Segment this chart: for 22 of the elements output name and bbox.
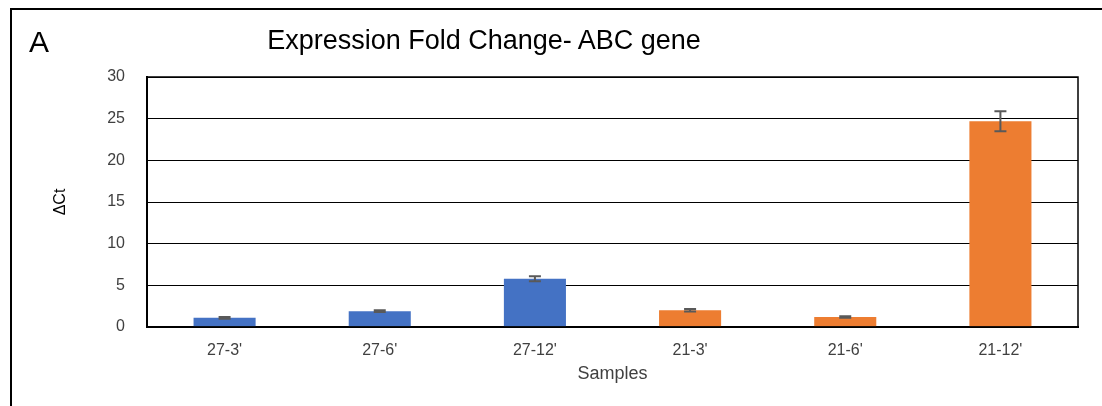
x-tick-label: 27-6' <box>362 341 398 359</box>
x-tick-label: 27-12' <box>512 341 557 359</box>
x-tick-label: 21-3' <box>672 341 708 359</box>
bar <box>348 311 411 327</box>
text: A <box>29 25 50 59</box>
chart-title: Expression Fold Change- ABC gene <box>267 25 701 56</box>
y-tick-label: 5 <box>116 275 126 293</box>
bar <box>814 317 877 327</box>
x-tick-label: 21-12' <box>978 341 1023 359</box>
bar <box>503 278 566 327</box>
y-axis-title: ΔCt <box>51 188 69 216</box>
bar <box>659 310 722 327</box>
y-tick-label: 30 <box>107 67 126 85</box>
y-tick-label: 10 <box>107 234 126 252</box>
y-tick-label: 25 <box>107 109 126 127</box>
bar <box>969 121 1032 327</box>
x-axis-title: Samples <box>577 363 648 384</box>
y-tick-label: 0 <box>116 317 126 335</box>
x-tick-label: 21-6' <box>827 341 863 359</box>
y-tick-label: 20 <box>107 150 126 168</box>
y-tick-label: 15 <box>107 192 126 210</box>
x-tick-label: 27-3' <box>207 341 243 359</box>
